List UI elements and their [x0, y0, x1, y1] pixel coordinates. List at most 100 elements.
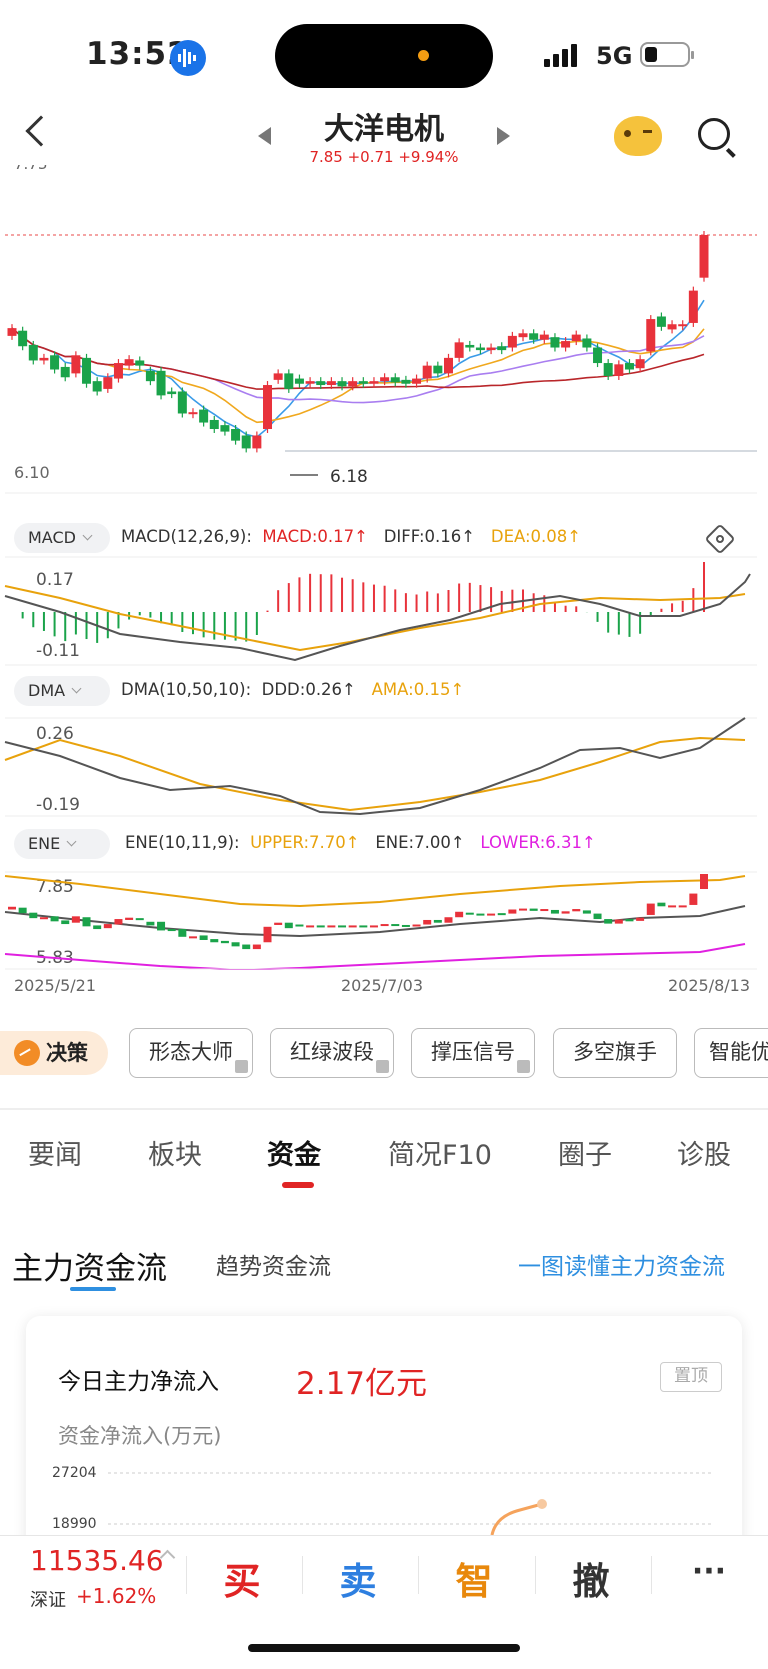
candle: [145, 370, 155, 382]
candle: [539, 334, 549, 340]
ene-candle: [636, 917, 645, 921]
candle: [358, 381, 368, 384]
tool-support-pressure[interactable]: 撑压信号: [411, 1028, 535, 1078]
tab-sector[interactable]: 板块: [148, 1140, 202, 1171]
smart-button[interactable]: 智: [455, 1560, 493, 1603]
fund-flow-title[interactable]: 主力资金流: [12, 1251, 167, 1287]
tab-circle[interactable]: 圈子: [558, 1140, 612, 1171]
candle: [486, 347, 496, 351]
search-icon[interactable]: [698, 118, 730, 150]
dma-selector[interactable]: DMA: [14, 676, 110, 706]
candle: [177, 391, 187, 414]
ene-candle: [295, 924, 304, 927]
tab-f10[interactable]: 简况F10: [388, 1140, 492, 1171]
ene-candle: [646, 903, 655, 915]
fund-flow-guide-link[interactable]: 一图读懂主力资金流: [518, 1254, 725, 1280]
ene-candle: [561, 911, 570, 914]
ene-candle: [508, 909, 517, 914]
candle: [273, 373, 283, 380]
decision-icon: [14, 1040, 40, 1066]
ene-candle: [497, 913, 506, 916]
previous-stock-icon[interactable]: [258, 127, 271, 145]
ene-candle: [487, 913, 496, 916]
ene-candle: [220, 940, 229, 944]
candle: [678, 324, 688, 327]
ene-selector[interactable]: ENE: [14, 829, 110, 859]
tab-diagnose[interactable]: 诊股: [677, 1140, 731, 1171]
ene-candle: [316, 925, 325, 928]
index-value[interactable]: 11535.46: [30, 1544, 164, 1577]
candle: [550, 337, 560, 348]
sell-button[interactable]: 卖: [339, 1560, 377, 1603]
candle: [7, 328, 17, 336]
stock-name: 大洋电机: [324, 112, 444, 147]
tab-news[interactable]: 要闻: [28, 1140, 82, 1171]
dma-values: DMA(10,50,10): DDD:0.26↑ AMA:0.15↑: [121, 680, 465, 699]
ene-candle: [188, 936, 197, 939]
candle: [497, 346, 507, 351]
macd-selector[interactable]: MACD: [14, 523, 110, 553]
candle: [231, 429, 241, 441]
tool-pattern-master[interactable]: 形态大师: [129, 1028, 253, 1078]
flow-chart: [108, 1472, 714, 1535]
buy-button[interactable]: 买: [223, 1560, 261, 1603]
candle: [380, 377, 390, 382]
ene-candle: [125, 917, 134, 920]
tool-bull-bear[interactable]: 多空旗手: [553, 1028, 677, 1078]
ene-candle: [93, 925, 102, 930]
ene-candle: [678, 905, 687, 908]
tool-smart[interactable]: 智能优: [694, 1028, 768, 1078]
ene-candle: [284, 922, 293, 929]
candle: [433, 365, 443, 374]
candle: [167, 391, 177, 395]
ene-candle: [18, 907, 27, 914]
decision-button[interactable]: 决策: [0, 1031, 108, 1075]
ene-candle: [625, 919, 634, 922]
candle: [284, 373, 294, 389]
cellular-signal-icon: [544, 44, 580, 67]
candle: [401, 379, 411, 384]
ene-candle: [157, 921, 166, 931]
ene-candle: [274, 922, 283, 925]
candle: [103, 377, 113, 389]
more-icon[interactable]: ···: [691, 1554, 727, 1589]
cancel-order-button[interactable]: 撤: [572, 1560, 610, 1603]
ene-candle: [359, 925, 368, 928]
candle: [390, 377, 400, 383]
candle: [582, 338, 592, 348]
candle: [369, 381, 379, 384]
candle: [443, 357, 453, 374]
ene-candle: [455, 911, 464, 918]
candlesticks: [7, 231, 709, 453]
settings-gear-icon[interactable]: [704, 523, 736, 555]
ene-candle: [614, 919, 623, 924]
tool-red-green-band[interactable]: 红绿波段: [270, 1028, 394, 1078]
ene-candle: [529, 908, 538, 911]
ene-candle: [306, 925, 315, 928]
trend-flow-tab[interactable]: 趋势资金流: [216, 1254, 331, 1280]
ene-candle: [369, 925, 378, 928]
mascot-icon[interactable]: [614, 116, 662, 156]
candle: [412, 378, 422, 384]
candle: [422, 365, 432, 379]
macd-top-label: 0.17: [36, 570, 74, 590]
candle: [252, 435, 262, 449]
min-marker-label: 6.18: [330, 467, 368, 487]
ene-candle: [604, 919, 613, 924]
ene-candle: [476, 913, 485, 916]
candle: [135, 360, 145, 366]
lock-icon: [376, 1060, 389, 1073]
ene-candle: [252, 944, 261, 950]
ene-candle: [380, 924, 389, 927]
pin-top-button[interactable]: 置顶: [660, 1362, 722, 1392]
back-arrow-icon[interactable]: [25, 115, 57, 147]
candle: [241, 435, 251, 449]
candle: [60, 366, 70, 378]
kline-chart[interactable]: 7.73 6.10 6.18: [0, 165, 768, 495]
tab-funds[interactable]: 资金: [267, 1140, 321, 1171]
ene-candle: [103, 924, 112, 929]
ene-candle: [338, 925, 347, 928]
next-stock-icon[interactable]: [497, 127, 510, 145]
candle: [475, 347, 485, 351]
